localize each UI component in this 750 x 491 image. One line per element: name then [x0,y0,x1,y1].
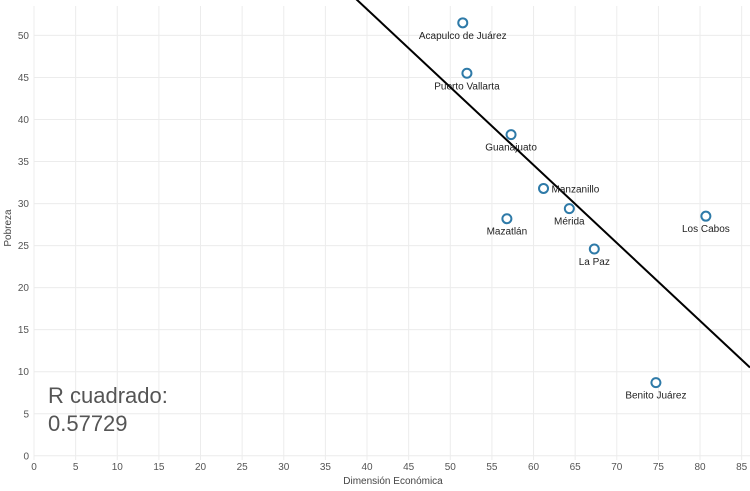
y-tick-label: 30 [18,199,30,210]
x-tick-label: 0 [31,462,37,473]
x-tick-label: 80 [694,462,706,473]
trend-line [355,0,750,369]
data-point [588,243,600,255]
y-tick-label: 35 [18,157,30,168]
point-label: Mazatlán [487,227,528,238]
x-tick-label: 30 [278,462,290,473]
point-label: Puerto Vallarta [434,81,500,92]
y-tick-label: 45 [18,73,30,84]
y-tick-label: 10 [18,367,30,378]
x-tick-label: 40 [361,462,373,473]
point-label: Los Cabos [682,224,730,235]
x-tick-label: 5 [73,462,79,473]
data-point [700,210,712,222]
y-tick-label: 15 [18,325,30,336]
x-tick-label: 10 [112,462,124,473]
point-label: Guanajuato [485,143,537,154]
data-point [457,17,469,29]
x-tick-label: 45 [403,462,415,473]
x-axis-title: Dimensión Económica [343,476,443,487]
x-tick-label: 50 [445,462,457,473]
x-tick-label: 25 [237,462,249,473]
point-label: Mérida [554,217,585,228]
y-tick-label: 5 [23,409,29,420]
point-labels: Acapulco de Juárez Puerto Vallarta Guanaju… [419,31,730,402]
data-points [457,17,712,389]
data-point [505,129,517,141]
x-tick-label: 60 [528,462,540,473]
grid [33,6,750,460]
point-label: Acapulco de Juárez [419,31,507,42]
y-axis-title: Pobreza [3,209,14,247]
point-label: La Paz [579,257,610,268]
x-tick-label: 75 [653,462,665,473]
data-point [563,203,575,215]
y-tick-label: 40 [18,115,30,126]
y-tick-label: 20 [18,283,30,294]
data-point [650,377,662,389]
point-label: Manzanillo [552,184,600,195]
data-point [501,213,513,225]
x-tick-label: 65 [570,462,582,473]
y-tick-label: 50 [18,31,30,42]
point-label: Benito Juárez [625,391,686,402]
data-point [461,67,473,79]
data-point [538,182,550,194]
x-tick-label: 55 [486,462,498,473]
x-axis-ticks: 0 5 10 15 20 25 30 35 40 45 50 55 60 65 70 75 80 85 [31,462,747,473]
x-tick-label: 35 [320,462,332,473]
x-tick-label: 70 [611,462,623,473]
x-tick-label: 20 [195,462,207,473]
y-tick-label: 0 [23,451,29,462]
x-tick-label: 85 [736,462,748,473]
r-squared-value: 0.57729 [48,411,128,436]
y-tick-label: 25 [18,241,30,252]
x-tick-label: 15 [153,462,165,473]
r-squared-label: R cuadrado: [48,383,168,408]
y-axis-ticks: 0 5 10 15 20 25 30 35 40 45 50 [18,31,30,462]
